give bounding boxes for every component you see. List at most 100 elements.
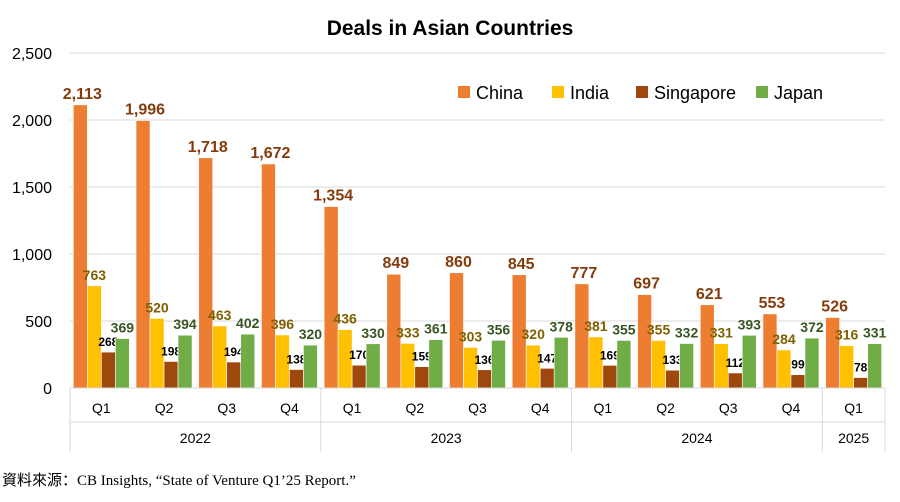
y-tick-label: 1,000 [12,247,52,264]
x-tick-label: Q1 [92,400,111,416]
bar-singapore [101,351,116,389]
x-tick-label: Q3 [468,400,487,416]
bar-singapore [477,369,492,389]
data-label-india: 284 [772,331,796,347]
bar-japan [741,335,757,389]
bar-singapore [414,366,430,389]
bar-japan [679,343,694,389]
data-label-china: 1,718 [188,139,228,156]
data-label-singapore: 99 [791,358,805,372]
data-label-singapore: 159 [412,350,432,364]
data-label-india: 436 [333,311,357,327]
data-label-china: 553 [759,295,786,312]
bar-singapore [289,369,304,389]
bar-singapore [602,365,618,389]
data-label-india: 316 [835,327,859,343]
data-label-india: 396 [271,316,295,332]
data-label-china: 697 [633,276,660,293]
y-tick-label: 2,500 [12,46,52,63]
data-label-india: 355 [647,321,671,337]
bar-japan [428,339,444,389]
legend-swatch-china [458,86,470,98]
bar-india [776,349,792,389]
data-label-china: 621 [696,286,723,303]
legend-swatch-india [552,86,564,98]
bar-singapore [853,377,868,389]
data-label-japan: 355 [612,321,636,337]
data-label-japan: 369 [111,320,135,336]
x-tick-label: Q2 [656,400,675,416]
bar-china [135,120,151,389]
bar-singapore [727,372,743,389]
bar-japan [616,340,632,389]
bar-japan [177,334,193,389]
bar-china [73,104,88,389]
x-tick-label: Q1 [594,400,613,416]
data-label-china: 1,354 [313,188,353,205]
data-label-singapore: 170 [349,348,369,362]
data-label-china: 849 [382,255,409,272]
data-label-japan: 330 [361,325,385,341]
data-label-india: 320 [522,326,546,342]
data-label-china: 2,113 [63,86,102,103]
bar-japan [240,333,256,389]
x-tick-label: Q3 [719,400,738,416]
x-tick-label: Q2 [155,400,174,416]
bar-singapore [539,368,555,389]
bar-japan [804,337,820,389]
data-label-india: 333 [396,324,420,340]
bar-singapore [351,364,367,389]
data-label-india: 331 [710,325,734,341]
data-label-japan: 331 [863,325,887,341]
data-label-china: 777 [571,265,598,282]
data-label-india: 303 [459,328,483,344]
data-label-singapore: 147 [537,351,557,365]
bar-china [699,304,715,389]
bar-japan [303,344,318,389]
legend-swatch-singapore [636,86,648,98]
x-tick-label: Q1 [844,400,863,416]
y-tick-label: 2,000 [12,113,52,130]
bar-china [637,294,652,389]
chart-title: Deals in Asian Countries [327,17,574,40]
data-label-singapore: 194 [224,345,244,359]
bar-china [574,283,590,389]
data-label-japan: 394 [173,316,197,332]
data-label-japan: 361 [424,321,448,337]
bar-singapore [790,374,806,389]
data-label-singapore: 198 [161,344,181,358]
year-label: 2025 [838,430,869,446]
bar-china [323,206,339,389]
data-label-china: 860 [445,254,472,271]
x-tick-label: Q4 [782,400,801,416]
bar-china [762,313,778,389]
legend-label-singapore: Singapore [654,83,736,103]
data-label-japan: 378 [550,318,574,334]
bar-japan [491,339,506,389]
legend-label-india: India [570,83,610,103]
legend-label-china: China [476,83,524,103]
bar-china [261,163,276,389]
data-label-japan: 356 [487,321,511,337]
data-label-japan: 402 [236,315,260,331]
data-label-china: 1,672 [250,145,290,162]
bar-singapore [163,361,179,389]
data-label-singapore: 133 [663,353,683,367]
data-label-china: 845 [508,256,535,273]
data-label-japan: 320 [299,326,323,342]
source-note: 資料來源：CB Insights, “State of Venture Q1’2… [2,473,356,489]
legend-swatch-japan [756,86,768,98]
data-label-singapore: 138 [286,353,306,367]
legend-label-japan: Japan [774,83,823,103]
bar-japan [365,343,381,389]
bar-japan [553,337,569,389]
bar-singapore [665,369,680,389]
x-tick-label: Q1 [343,400,362,416]
data-label-india: 381 [584,318,608,334]
year-label: 2023 [431,430,462,446]
bar-japan [115,338,130,389]
year-label: 2024 [681,430,712,446]
data-label-japan: 372 [800,319,824,335]
data-label-japan: 393 [738,316,762,332]
